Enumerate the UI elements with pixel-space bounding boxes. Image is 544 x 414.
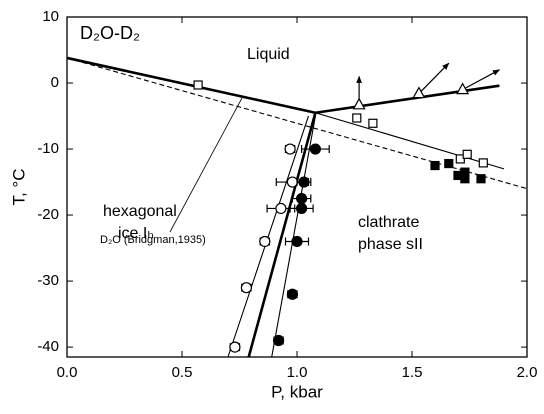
x-tick-label: 1.5 [402,364,423,381]
annotation: ice Iₕ [118,225,154,242]
plot-frame [66,16,528,358]
point [286,288,298,300]
point [309,143,321,155]
point [430,160,440,171]
x-tick-label: 0.0 [57,364,78,381]
point [460,174,470,184]
arrow [462,69,501,91]
arrow [418,62,450,95]
x-tick-label: 0.5 [172,364,193,381]
point [229,341,241,353]
point [455,154,465,164]
point [462,149,472,159]
point [476,174,486,184]
point [412,86,426,99]
leader-line [169,97,243,233]
chart-title: D₂O-D₂ [80,23,140,43]
line [66,57,528,190]
y-tick-label: -20 [37,206,59,223]
point [291,235,303,248]
point [275,202,287,215]
x-tick-label: 1.0 [287,364,308,381]
point [352,113,362,123]
x-axis-label: P, kbar [271,382,323,401]
point [456,82,470,95]
line [66,56,316,114]
point [296,192,308,205]
annotation: phase sII [358,236,423,253]
y-tick-label: 10 [42,8,59,25]
line [271,115,316,358]
point [368,118,378,128]
annotation: Liquid [247,46,290,63]
point [284,143,296,155]
annotation: clathrate [358,214,419,231]
y-tick-label: -10 [37,140,59,157]
point [286,176,298,188]
line [227,115,310,358]
y-axis-label: T, °C [9,168,28,205]
point [193,80,203,90]
line [315,112,505,170]
annotation: D₂O (Bridgman,1935) [100,234,206,246]
point [352,97,366,110]
point [240,282,252,294]
annotation: hexagonal [103,203,177,220]
line [315,84,500,115]
y-tick-label: -40 [37,338,59,355]
point [259,235,271,248]
line [247,112,317,358]
point [273,334,285,347]
point [478,158,488,168]
point [444,158,454,169]
point [298,176,310,188]
y-tick-label: -30 [37,272,59,289]
x-tick-label: 2.0 [517,364,538,381]
y-tick-label: 0 [51,74,59,91]
point [296,202,308,215]
